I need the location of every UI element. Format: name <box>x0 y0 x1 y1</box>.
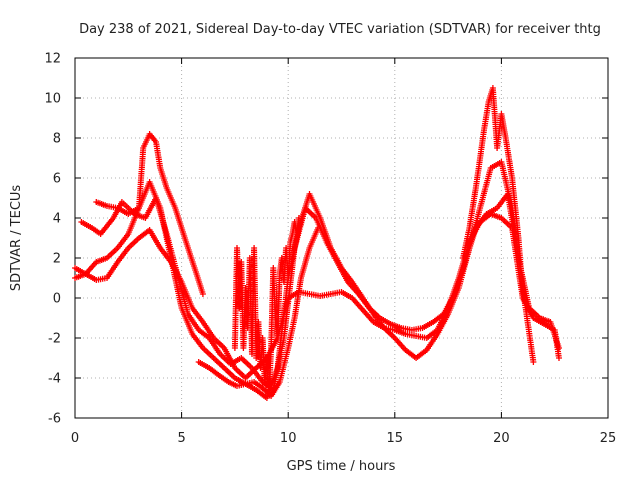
x-tick-label: 5 <box>177 431 185 446</box>
y-tick-label: -2 <box>48 332 61 347</box>
series-track-7 <box>231 215 302 397</box>
series-track-5 <box>195 225 321 399</box>
chart-title: Day 238 of 2021, Sidereal Day-to-day VTE… <box>79 22 601 37</box>
plot-frame <box>74 57 609 419</box>
y-tick-label: 4 <box>53 212 61 227</box>
axis-ticks <box>74 57 609 419</box>
y-tick-label: 10 <box>44 92 61 107</box>
y-tick-label: -4 <box>48 372 61 387</box>
tick-labels: 0 5 10 15 20 25 -6 -4 -2 0 2 4 6 8 10 12 <box>44 52 616 447</box>
x-tick-label: 10 <box>280 431 297 446</box>
data-point <box>556 355 562 361</box>
data-point <box>199 291 206 297</box>
data-point <box>315 225 321 231</box>
y-tick-label: 0 <box>53 292 61 307</box>
series-track-6 <box>460 85 526 297</box>
data-point <box>295 215 302 221</box>
x-tick-label: 15 <box>387 431 404 446</box>
data-points <box>72 85 562 401</box>
data-point <box>519 291 526 297</box>
series-track-4 <box>93 131 206 297</box>
y-tick-label: 2 <box>53 252 61 267</box>
series-track-1 <box>72 159 537 401</box>
x-tick-label: 25 <box>600 431 617 446</box>
y-tick-label: 8 <box>53 132 61 147</box>
y-axis-label: SDTVAR / TECUs <box>9 185 24 292</box>
y-tick-label: 6 <box>53 172 61 187</box>
y-tick-label: 12 <box>44 52 61 67</box>
x-axis-label: GPS time / hours <box>287 459 396 474</box>
series-track-2 <box>78 191 562 393</box>
y-tick-label: -6 <box>48 412 61 427</box>
x-tick-label: 0 <box>71 431 79 446</box>
series-track-3 <box>72 211 562 381</box>
data-point <box>530 359 537 365</box>
x-tick-label: 20 <box>493 431 510 446</box>
